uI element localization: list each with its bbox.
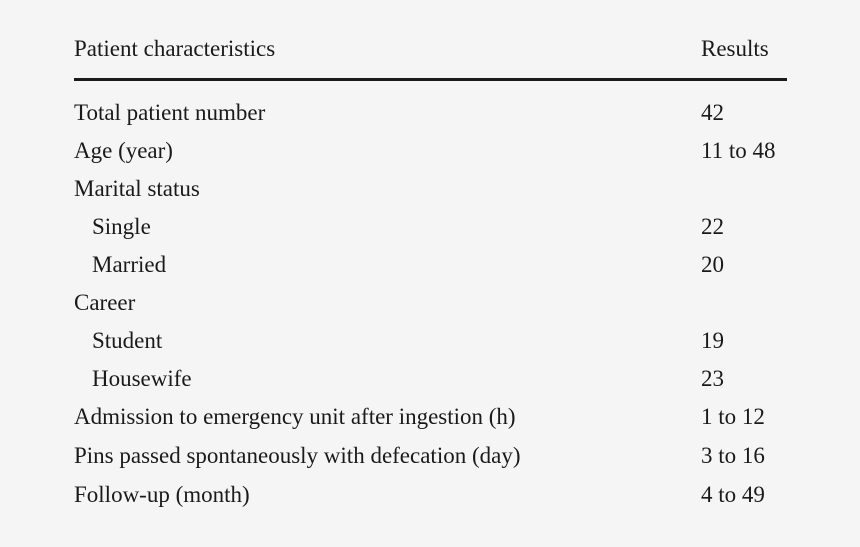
row-label: Admission to emergency unit after ingest…	[74, 404, 516, 429]
table-body: Total patient number 42 Age (year) 11 to…	[74, 94, 787, 515]
table-row: Marital status	[74, 170, 787, 208]
row-label: Married	[92, 252, 167, 277]
table-row: Admission to emergency unit after ingest…	[74, 398, 787, 437]
row-label: Student	[92, 328, 163, 353]
row-label: Housewife	[92, 366, 192, 391]
row-value: 11 to 48	[701, 138, 776, 163]
row-value: 3 to 16	[701, 443, 765, 468]
row-label: Single	[92, 214, 151, 239]
table-row: Total patient number 42	[74, 94, 787, 132]
row-value: 4 to 49	[701, 482, 765, 507]
table-row: Age (year) 11 to 48	[74, 132, 787, 170]
row-value: 22	[701, 214, 724, 239]
table-row: Married 20	[74, 246, 787, 284]
row-value: 19	[701, 328, 724, 353]
row-label: Pins passed spontaneously with defecatio…	[74, 443, 521, 468]
header-rule	[74, 78, 787, 81]
table-row: Student 19	[74, 322, 787, 360]
row-label: Career	[74, 290, 136, 315]
row-value: 42	[701, 100, 724, 125]
table-row: Single 22	[74, 208, 787, 246]
row-label: Follow-up (month)	[74, 482, 250, 507]
row-value: 20	[701, 252, 724, 277]
row-value: 1 to 12	[701, 404, 765, 429]
table-row: Career	[74, 284, 787, 322]
table-row: Follow-up (month) 4 to 49	[74, 476, 787, 515]
header-results: Results	[701, 36, 769, 61]
patient-characteristics-table: Patient characteristics Results Total pa…	[74, 28, 787, 507]
header-characteristics: Patient characteristics	[74, 36, 276, 61]
table-header: Patient characteristics Results	[74, 28, 787, 72]
row-value: 23	[701, 366, 724, 391]
table-row: Pins passed spontaneously with defecatio…	[74, 437, 787, 476]
table-row: Housewife 23	[74, 360, 787, 398]
row-label: Total patient number	[74, 100, 266, 125]
row-label: Age (year)	[74, 138, 173, 163]
row-label: Marital status	[74, 176, 200, 201]
